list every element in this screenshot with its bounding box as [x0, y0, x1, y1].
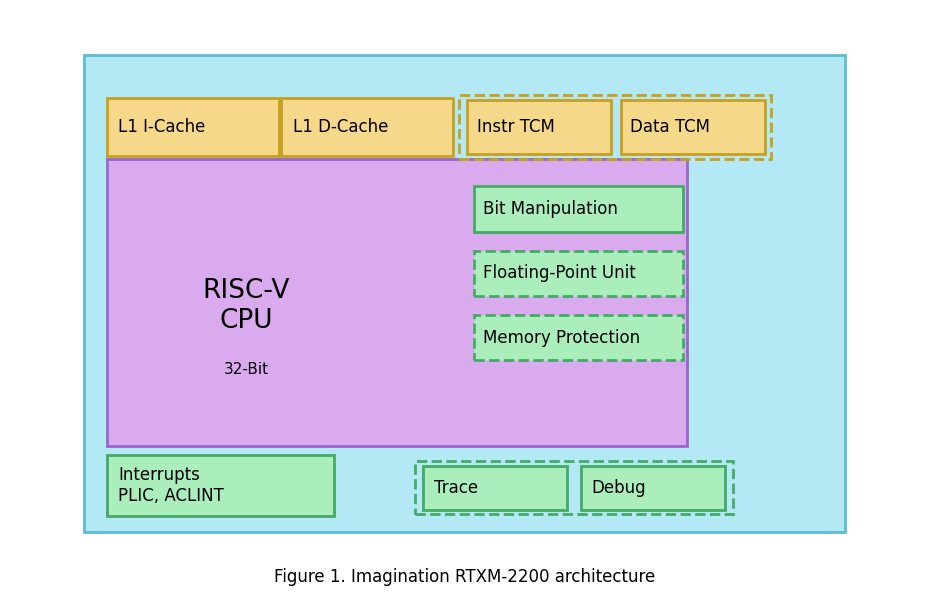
Text: Floating-Point Unit: Floating-Point Unit — [483, 265, 635, 282]
Text: Bit Manipulation: Bit Manipulation — [483, 200, 617, 218]
Bar — [415, 461, 732, 514]
Text: Data TCM: Data TCM — [629, 118, 709, 136]
Bar — [458, 95, 770, 159]
Text: L1 I-Cache: L1 I-Cache — [118, 118, 205, 136]
Text: 32-Bit: 32-Bit — [224, 362, 268, 377]
Text: Trace: Trace — [433, 479, 477, 497]
Text: Debug: Debug — [591, 479, 646, 497]
Bar — [473, 315, 682, 360]
Bar — [107, 159, 687, 446]
Text: Interrupts
PLIC, ACLINT: Interrupts PLIC, ACLINT — [118, 466, 224, 505]
Bar — [473, 186, 682, 232]
Text: Instr TCM: Instr TCM — [476, 118, 554, 136]
Bar — [107, 455, 334, 516]
Bar — [281, 98, 453, 156]
Bar — [580, 466, 724, 510]
Bar — [422, 466, 566, 510]
Bar — [620, 100, 764, 154]
Bar — [467, 100, 611, 154]
Bar — [84, 55, 844, 532]
Bar — [473, 251, 682, 296]
Text: RISC-V
CPU: RISC-V CPU — [202, 277, 290, 334]
Text: Memory Protection: Memory Protection — [483, 329, 639, 346]
Text: Figure 1. Imagination RTXM-2200 architecture: Figure 1. Imagination RTXM-2200 architec… — [274, 568, 654, 587]
Text: L1 D-Cache: L1 D-Cache — [292, 118, 388, 136]
Bar — [107, 98, 278, 156]
